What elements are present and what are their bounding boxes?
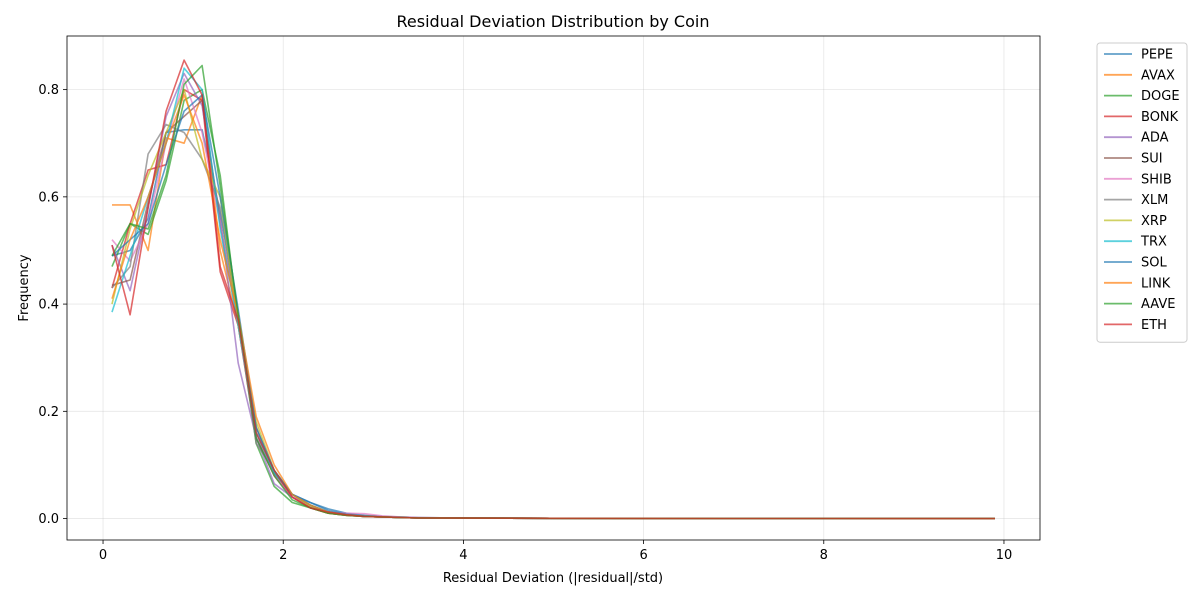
- legend-label: DOGE: [1141, 89, 1180, 104]
- legend-label: PEPE: [1141, 48, 1173, 63]
- x-tick-label: 6: [639, 548, 647, 563]
- legend-label: XLM: [1141, 193, 1168, 208]
- series-line-eth: [111, 59, 995, 520]
- legend-label: AAVE: [1141, 297, 1175, 312]
- plot-frame: [66, 35, 1041, 541]
- x-axis: 0 2 4 6 8 10: [99, 540, 1012, 563]
- y-tick-label: 0.8: [38, 83, 59, 98]
- x-tick-label: 0: [99, 548, 107, 563]
- y-axis-title: Frequency: [17, 254, 32, 321]
- y-tick-label: 0.6: [38, 190, 59, 205]
- chart-title: Residual Deviation Distribution by Coin: [397, 12, 710, 31]
- y-tick-label: 0.4: [38, 298, 59, 313]
- y-tick-label: 0.2: [38, 405, 59, 420]
- legend-label: XRP: [1141, 214, 1167, 229]
- x-tick-label: 2: [279, 548, 287, 563]
- legend-label: SUI: [1141, 152, 1163, 167]
- y-axis: 0.0 0.2 0.4 0.6 0.8: [38, 83, 67, 527]
- series-layer: [111, 59, 996, 520]
- legend-label: ETH: [1141, 318, 1167, 333]
- x-tick-label: 10: [996, 548, 1013, 563]
- legend-box: [1096, 42, 1188, 343]
- legend-label: SHIB: [1141, 172, 1172, 187]
- legend-label: LINK: [1141, 276, 1171, 291]
- y-tick-label: 0.0: [38, 512, 59, 527]
- x-axis-title: Residual Deviation (|residual|/std): [443, 571, 663, 586]
- legend-label: SOL: [1141, 256, 1167, 271]
- legend-label: BONK: [1141, 110, 1179, 125]
- legend-label: ADA: [1141, 131, 1169, 146]
- x-tick-label: 8: [820, 548, 828, 563]
- legend-label: AVAX: [1141, 68, 1175, 83]
- legend: PEPE AVAX DOGE BONK ADA SUI SHIB XLM XRP TRX SOL LI…: [1096, 42, 1188, 343]
- legend-label: TRX: [1140, 235, 1167, 250]
- x-tick-label: 4: [459, 548, 467, 563]
